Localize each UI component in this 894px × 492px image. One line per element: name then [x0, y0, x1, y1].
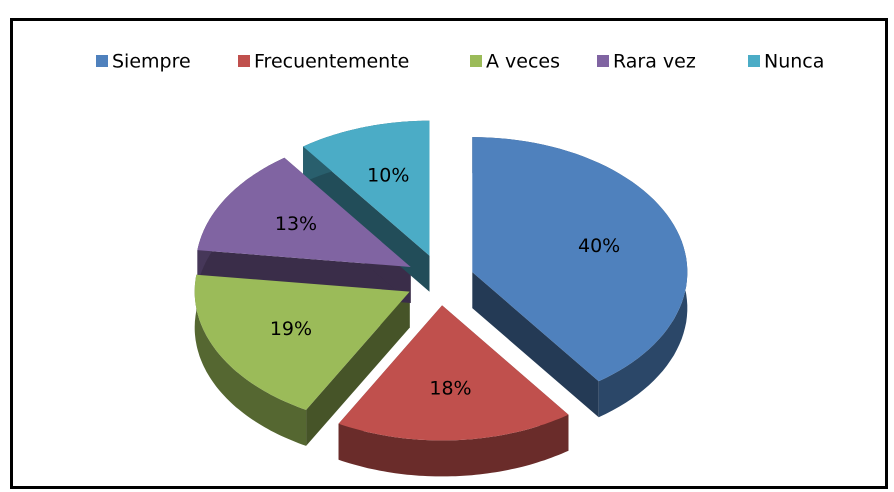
slice-rim: [194, 274, 307, 446]
legend-label: Nunca: [764, 51, 824, 73]
slice-rim: [338, 414, 569, 477]
data-label: 40%: [578, 235, 620, 257]
slice-wall: [472, 272, 599, 418]
data-label: 10%: [367, 165, 409, 187]
data-label: 18%: [429, 377, 471, 399]
legend-label: A veces: [486, 51, 560, 73]
slice: [303, 120, 430, 256]
legend-swatch: [238, 55, 250, 67]
legend-swatch: [470, 55, 482, 67]
legend-label: Rara vez: [613, 51, 696, 73]
slice-wall: [306, 291, 410, 446]
data-label: 19%: [270, 318, 312, 340]
slice: [194, 274, 410, 410]
legend-swatch: [597, 55, 609, 67]
slice-wall: [303, 146, 430, 292]
legend-label: Frecuentemente: [254, 51, 409, 73]
legend-swatch: [748, 55, 760, 67]
data-label: 13%: [275, 213, 317, 235]
slice: [197, 157, 411, 267]
legend-label: Siempre: [112, 51, 191, 73]
data-labels: 40% 18% 19% 13% 10%: [270, 165, 620, 400]
pie-tops: [194, 120, 688, 441]
slice: [472, 137, 688, 382]
legend-swatch: [96, 55, 108, 67]
slice: [338, 305, 569, 441]
legend: Siempre Frecuentemente A veces Rara vez Nunc…: [96, 51, 824, 73]
